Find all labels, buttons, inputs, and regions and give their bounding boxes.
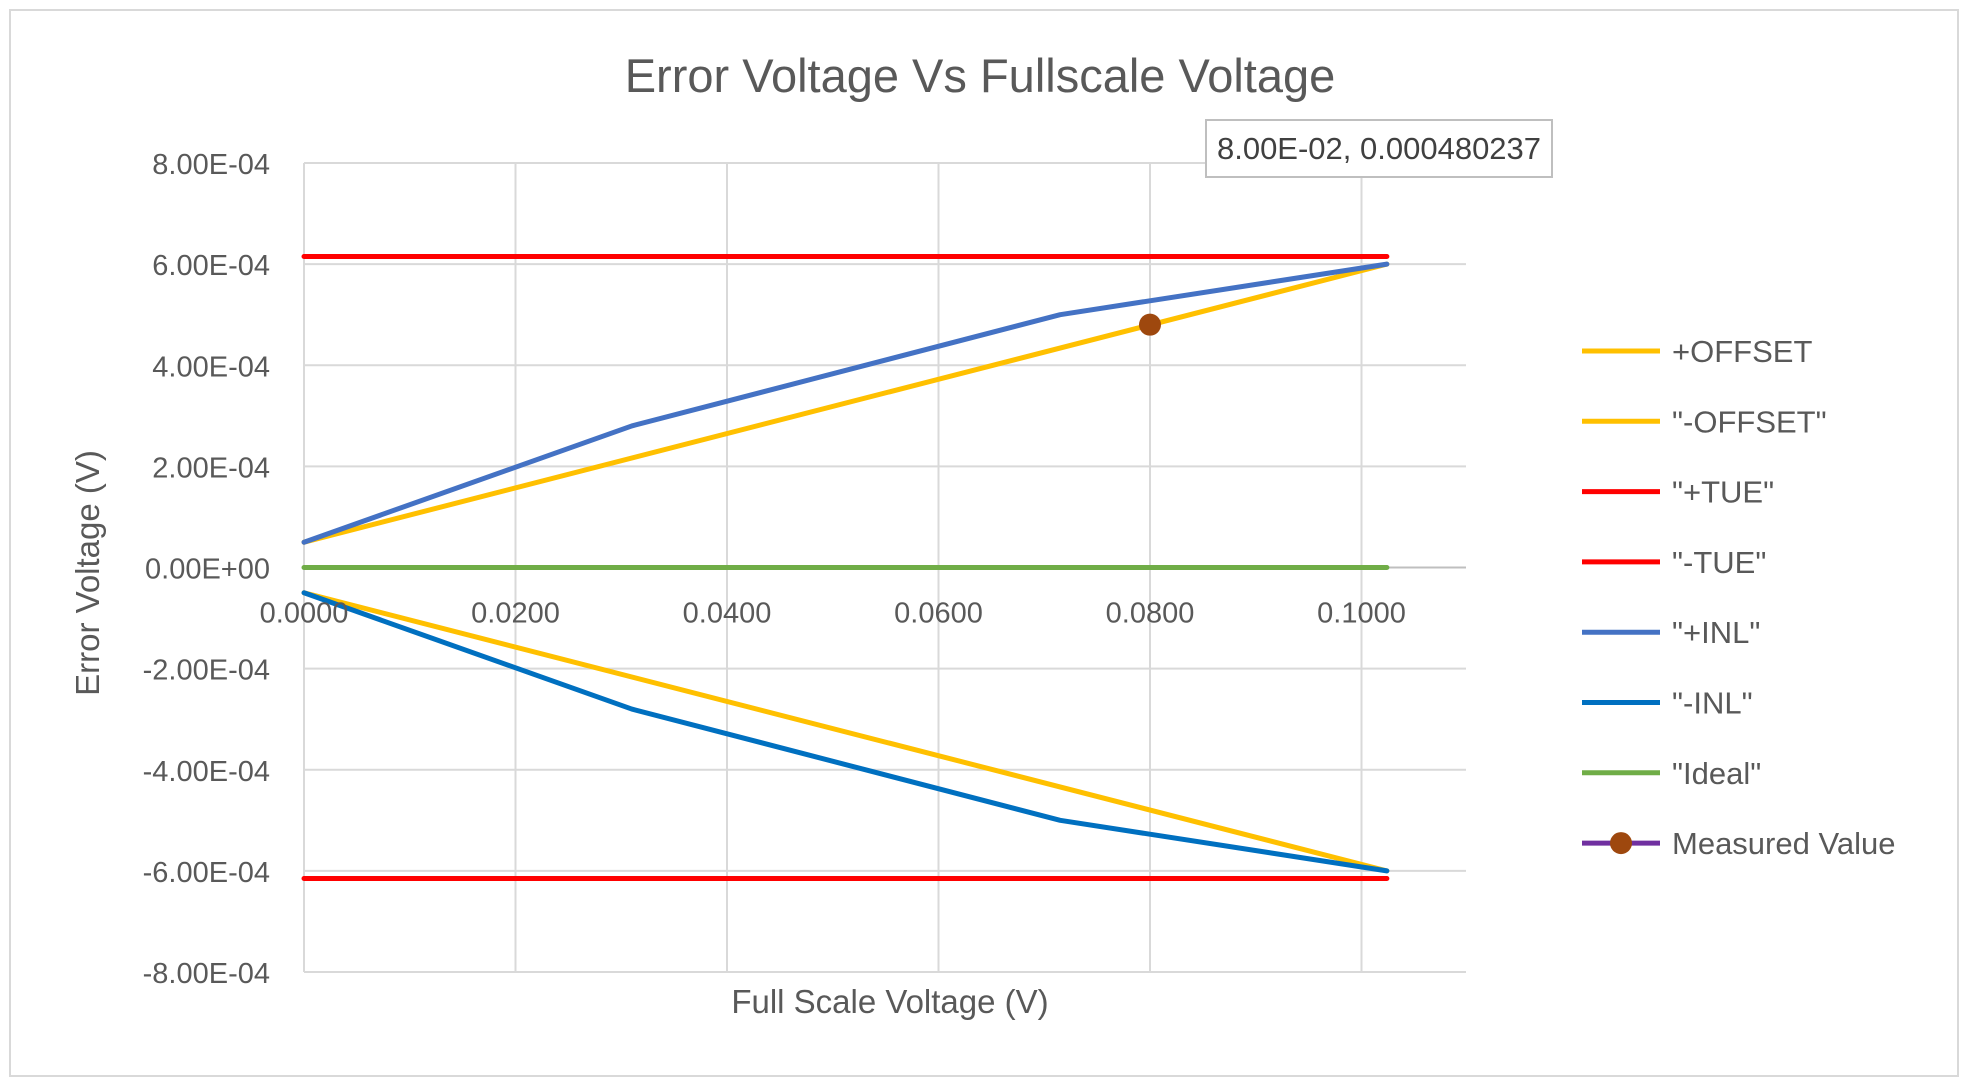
legend-label: "-TUE" [1672, 545, 1766, 580]
legend-label: "+TUE" [1672, 475, 1774, 510]
y-tick-label: -6.00E-04 [143, 857, 270, 889]
y-tick-label: 2.00E-04 [152, 452, 270, 484]
x-tick-label: 0.0400 [683, 598, 772, 630]
chart-title: Error Voltage Vs Fullscale Voltage [625, 49, 1336, 102]
x-tick-label: 0.0200 [471, 598, 560, 630]
legend-label: "-INL" [1672, 686, 1753, 721]
series-line [301, 590, 1390, 874]
legend-label: +OFFSET [1672, 334, 1812, 369]
x-axis-label: Full Scale Voltage (V) [731, 983, 1048, 1020]
y-tick-label: 6.00E-04 [152, 250, 270, 282]
y-tick-label: 0.00E+00 [145, 554, 270, 586]
data-label-text: 8.00E-02, 0.000480237 [1217, 131, 1541, 166]
legend-label: "+INL" [1672, 615, 1760, 650]
data-label-box [1205, 119, 1553, 178]
y-tick-label: 4.00E-04 [152, 351, 270, 383]
series-line [301, 261, 1390, 545]
chart-frame [9, 9, 1959, 1077]
legend-label: "-OFFSET" [1672, 404, 1827, 439]
legend: +OFFSET "-OFFSET" "+TUE" "-TUE" "+INL" "-INL"… [1582, 334, 1895, 861]
legend-label: "Ideal" [1672, 756, 1761, 791]
legend-label: Measured Value [1672, 826, 1895, 861]
x-axis-tick-labels: 0.0000 0.0200 0.0400 0.0600 0.0800 0.1000 [260, 598, 1406, 630]
x-tick-label: 0.0000 [260, 598, 349, 630]
series-lines [301, 254, 1390, 881]
y-tick-label: -2.00E-04 [143, 655, 270, 687]
series-line [301, 590, 1390, 874]
x-tick-label: 0.0800 [1106, 598, 1195, 630]
legend-marker [1610, 832, 1632, 855]
x-tick-label: 0.1000 [1317, 598, 1406, 630]
measured-value-point [1139, 313, 1161, 336]
y-tick-label: -8.00E-04 [143, 958, 270, 990]
data-label-callout: 8.00E-02, 0.000480237 [1205, 119, 1553, 178]
data-markers [1139, 313, 1161, 336]
x-tick-label: 0.0600 [894, 598, 983, 630]
series-line [301, 261, 1390, 545]
y-tick-label: -4.00E-04 [143, 756, 270, 788]
y-axis-label: Error Voltage (V) [69, 450, 106, 696]
y-axis-tick-labels: 8.00E-04 6.00E-04 4.00E-04 2.00E-04 0.00E+00… [143, 149, 270, 990]
y-tick-label: 8.00E-04 [152, 149, 270, 181]
